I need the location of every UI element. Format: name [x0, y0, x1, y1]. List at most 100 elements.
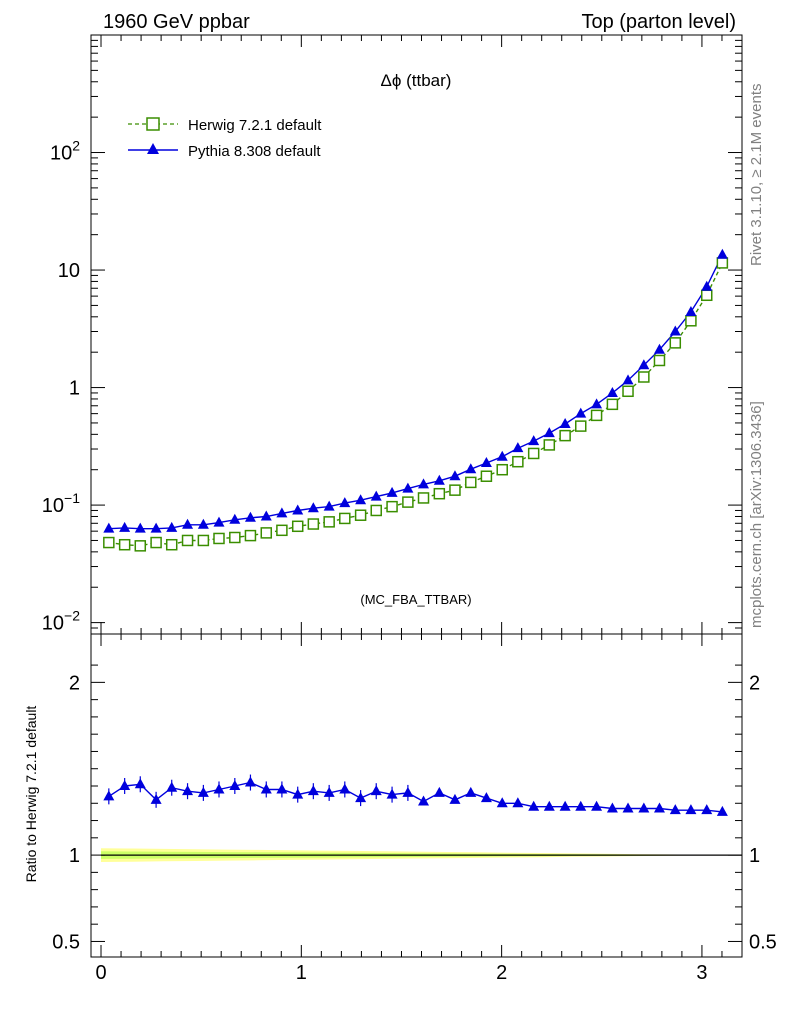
ratio-pythia-point — [182, 785, 194, 796]
ratio-pythia-point — [669, 804, 681, 815]
main-axis-ticks — [91, 34, 742, 635]
ratio-pythia-point — [716, 805, 728, 816]
pythia-point — [197, 518, 209, 529]
pythia-point — [134, 522, 146, 533]
ratio-pythia-point — [386, 788, 398, 799]
herwig-point — [181, 534, 194, 547]
y-tick-label: 10−1 — [42, 490, 80, 517]
pythia-point — [716, 248, 728, 259]
herwig-point — [512, 455, 524, 468]
ratio-pythia-point — [103, 790, 115, 801]
herwig-point — [229, 531, 241, 544]
plot-title: Δϕ (ttbar) — [381, 71, 452, 90]
pythia-point — [653, 343, 665, 354]
ratio-y-tick-label: 1 — [69, 845, 80, 867]
herwig-point — [118, 538, 131, 551]
herwig-point — [622, 385, 634, 398]
ratio-pythia-point — [134, 778, 146, 789]
ratio-pythia-point — [197, 786, 209, 797]
pythia-point — [213, 516, 225, 527]
herwig-point — [653, 354, 666, 367]
pythia-line — [108, 254, 724, 530]
herwig-point — [638, 371, 650, 383]
pythia-point — [119, 521, 131, 532]
ratio-y-tick-label: 0.5 — [52, 931, 80, 953]
herwig-point — [669, 337, 682, 349]
herwig-point — [402, 496, 414, 508]
pythia-point — [669, 325, 681, 336]
ratio-y-tick-label: 2 — [69, 672, 80, 694]
herwig-point — [716, 257, 729, 269]
pythia-point — [449, 470, 461, 481]
pythia-point — [386, 486, 398, 497]
analysis-watermark: (MC_FBA_TTBAR) — [360, 592, 471, 607]
ratio-y-tick-label-right: 0.5 — [749, 931, 777, 953]
herwig-point — [527, 447, 540, 460]
pythia-point — [433, 474, 445, 485]
ratio-pythia-point — [512, 797, 524, 808]
herwig-point — [354, 509, 367, 521]
ratio-plot-frame — [90, 633, 743, 958]
ratio-pythia-point — [229, 780, 241, 790]
herwig-point — [260, 527, 273, 539]
pythia-point — [370, 490, 382, 501]
ratio-pythia-point — [213, 783, 225, 794]
herwig-point — [307, 518, 320, 530]
pythia-point — [591, 398, 603, 409]
ratio-pythia-point — [480, 792, 492, 803]
herwig-point — [134, 540, 147, 552]
main-y-tick-labels: 10−2 10−1 1 10 102 — [42, 138, 80, 635]
ratio-pythia-point — [307, 785, 319, 796]
x-tick-label: 1 — [296, 962, 307, 984]
pythia-point — [182, 518, 194, 529]
pythia-point — [559, 417, 571, 428]
pythia-point — [512, 442, 524, 453]
ratio-pythia-point — [528, 800, 540, 811]
herwig-point — [370, 504, 382, 517]
y-tick-label: 1 — [69, 378, 80, 400]
pythia-point — [528, 435, 540, 446]
herwig-point — [165, 538, 178, 551]
x-tick-label: 0 — [95, 962, 106, 984]
pythia-point — [685, 305, 697, 316]
ratio-pythia-point — [402, 786, 414, 797]
pythia-point — [575, 407, 587, 418]
herwig-point — [433, 487, 446, 500]
ratio-pythia-point — [606, 802, 618, 813]
herwig-point — [386, 500, 398, 513]
ratio-pythia-point — [591, 800, 603, 811]
pythia-point — [355, 494, 367, 505]
rivet-version-label: Rivet 3.1.10, ≥ 2.1M events — [748, 84, 765, 267]
pythia-point — [543, 427, 555, 438]
ratio-pythia-point — [496, 797, 508, 808]
herwig-point — [150, 536, 162, 549]
herwig-point — [543, 439, 556, 451]
header-left-label: 1960 GeV ppbar — [103, 11, 250, 33]
herwig-point — [103, 536, 115, 549]
pythia-point — [323, 500, 335, 511]
ratio-pythia-point — [449, 793, 461, 804]
mcplots-reference-label: mcplots.cern.ch [arXiv:1306.3436] — [748, 401, 765, 628]
pythia-point — [292, 504, 304, 515]
ratio-pythia-point — [622, 802, 634, 813]
legend-entry-herwig: Herwig 7.2.1 default — [128, 117, 322, 134]
legend-entry-pythia: Pythia 8.308 default — [128, 143, 321, 160]
ratio-pythia-point — [418, 795, 430, 806]
pythia-point — [496, 450, 508, 461]
herwig-point — [323, 516, 335, 528]
herwig-point — [417, 492, 430, 504]
ratio-pythia-point — [292, 788, 304, 799]
herwig-point — [700, 289, 713, 302]
herwig-point — [559, 429, 571, 442]
ratio-pythia-point — [638, 802, 650, 813]
herwig-point — [197, 534, 210, 547]
ratio-axis-ticks — [91, 634, 742, 957]
herwig-point — [213, 532, 225, 545]
y-tick-label: 10−2 — [42, 608, 80, 635]
y-tick-label: 10 — [58, 260, 80, 282]
ratio-pythia-point — [433, 786, 445, 797]
herwig-point — [339, 512, 351, 525]
header-right-label: Top (parton level) — [581, 11, 736, 33]
herwig-point — [244, 529, 257, 542]
